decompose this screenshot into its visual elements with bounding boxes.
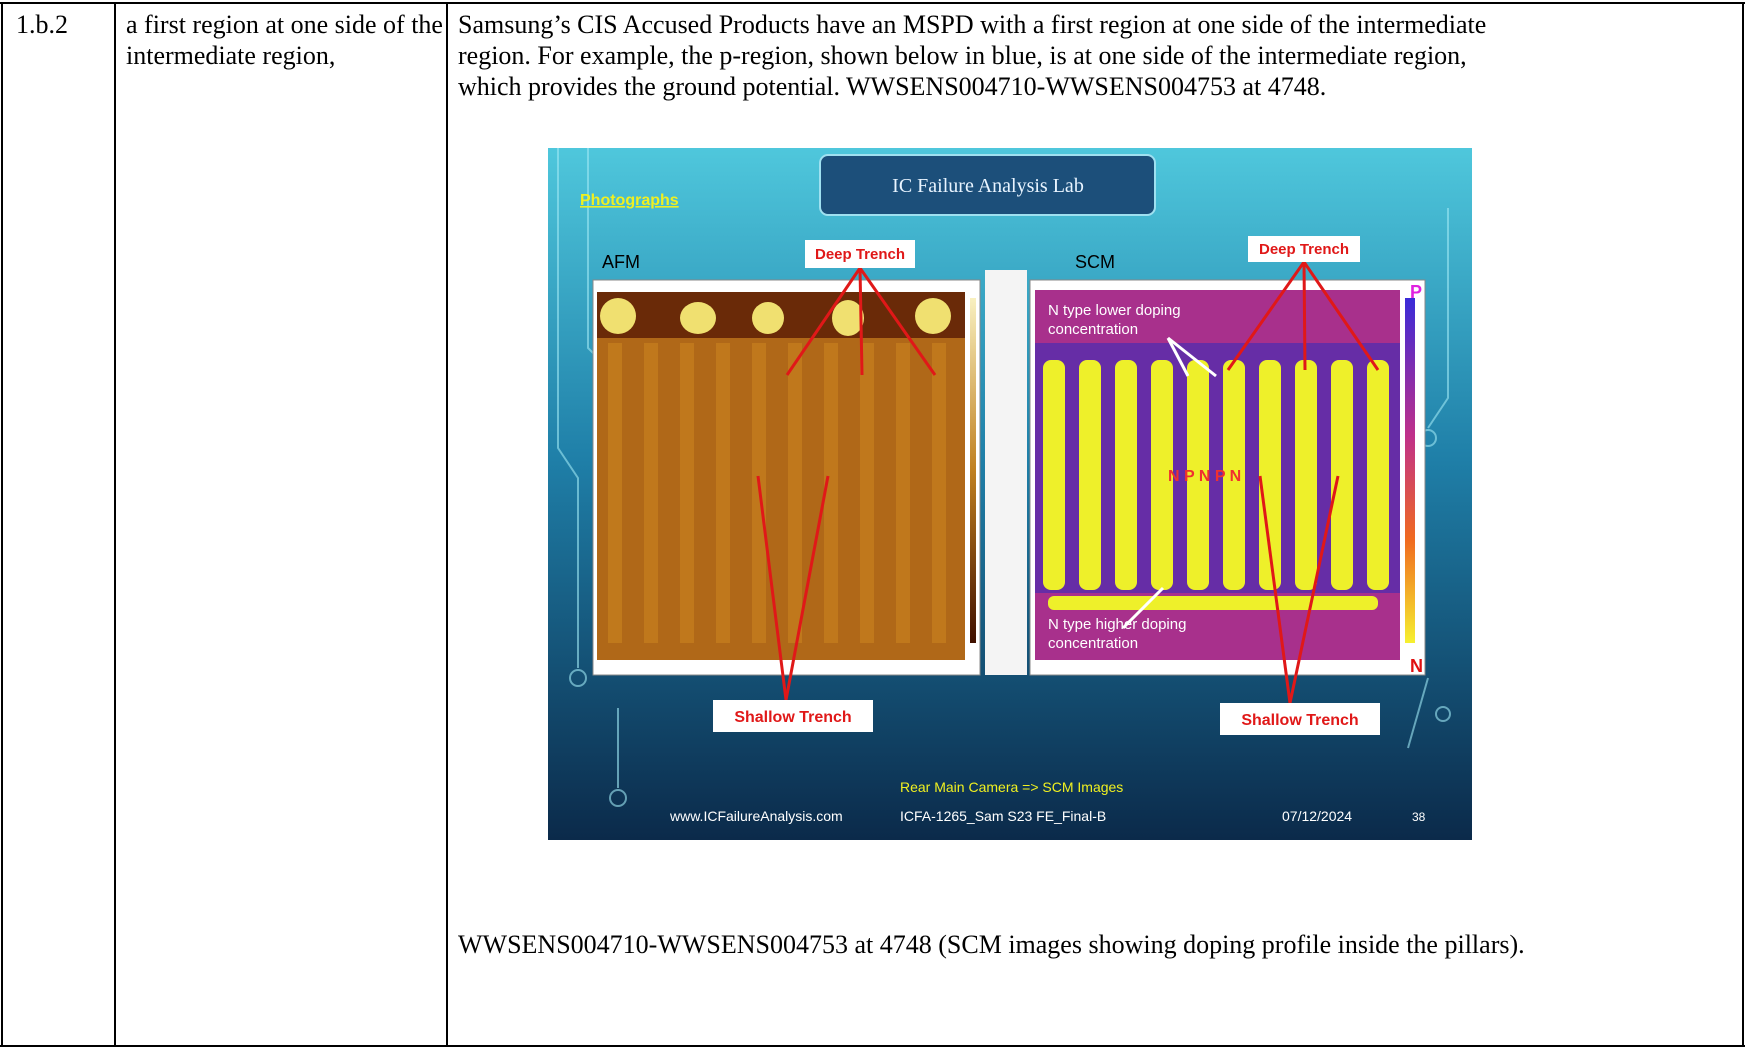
slide-footer: ICFA-1265_Sam S23 FE_Final-B (900, 808, 1106, 824)
claim-element: a first region at one side of the interm… (126, 10, 443, 70)
scale-top: P (1410, 282, 1422, 302)
lab-title: IC Failure Analysis Lab (892, 175, 1084, 197)
lower-doping: concentration (1048, 321, 1138, 338)
higher-doping: N type higher doping (1048, 616, 1186, 633)
border (1, 2, 3, 1047)
border (114, 2, 116, 1047)
evidence-text: Samsung’s CIS Accused Products have an M… (458, 10, 1487, 101)
shallow-trench-label: Shallow Trench (1241, 712, 1358, 729)
slide-caption: Rear Main Camera => SCM Images (900, 779, 1123, 795)
scale-bottom: N (1410, 656, 1423, 676)
claim-number: 1.b.2 (16, 10, 68, 39)
slide-image: IC Failure Analysis Lab Photographs AFM … (548, 148, 1472, 840)
npnpn-label: N P N P N (1168, 468, 1241, 485)
slide-footer: www.ICFailureAnalysis.com (669, 808, 843, 824)
border (0, 1045, 1745, 1047)
section-label: Photographs (580, 192, 679, 209)
border (446, 2, 448, 1047)
lower-doping: N type lower doping (1048, 302, 1181, 319)
higher-doping: concentration (1048, 635, 1138, 652)
evidence-caption: WWSENS004710-WWSENS004753 at 4748 (SCM i… (458, 930, 1525, 959)
deep-trench-label: Deep Trench (1259, 241, 1349, 258)
border (0, 2, 1745, 4)
slide-page: 38 (1412, 810, 1426, 824)
scm-label: SCM (1075, 252, 1115, 272)
afm-label: AFM (602, 252, 640, 272)
slide-footer: 07/12/2024 (1282, 808, 1352, 824)
shallow-trench-label: Shallow Trench (734, 709, 851, 726)
deep-trench-label: Deep Trench (815, 246, 905, 263)
border (1742, 2, 1744, 1047)
